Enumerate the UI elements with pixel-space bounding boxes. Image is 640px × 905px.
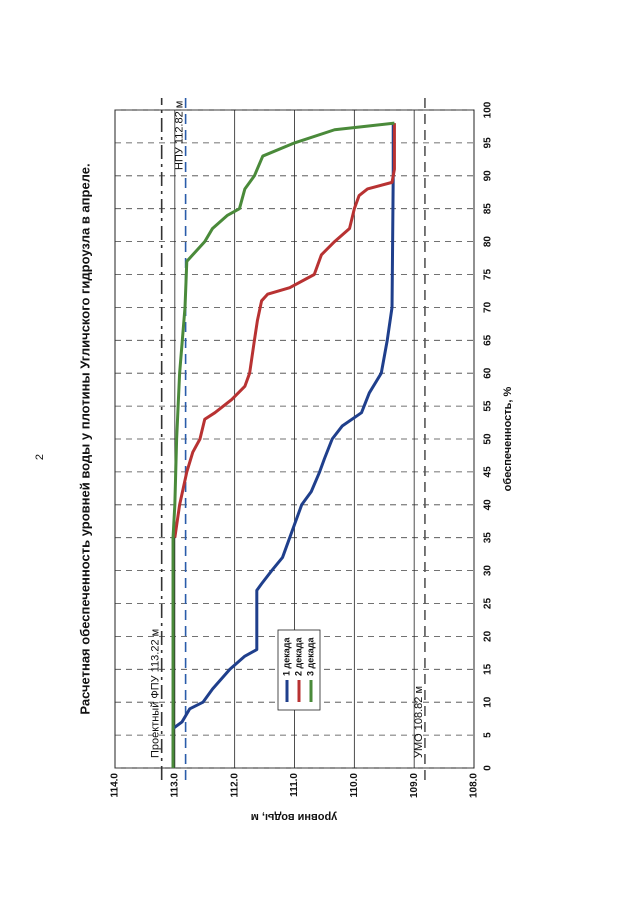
- x-tick-label: 80: [483, 236, 494, 248]
- x-tick-label: 5: [483, 732, 494, 738]
- series-line: [171, 123, 395, 768]
- y-tick-label: 109.0: [409, 773, 420, 798]
- x-tick-label: 35: [483, 532, 494, 544]
- y-tick-label: 108.0: [469, 773, 480, 798]
- series-line: [171, 121, 395, 768]
- legend-label: 1 декада: [281, 637, 291, 676]
- x-tick-label: 55: [483, 400, 494, 412]
- x-tick-label: 0: [483, 765, 494, 771]
- x-tick-label: 25: [483, 598, 494, 610]
- x-tick-label: 90: [483, 170, 494, 182]
- y-tick-label: 112.0: [229, 773, 240, 798]
- rotated-chart: 2 Расчетная обеспеченность уровней воды …: [34, 98, 514, 823]
- y-tick-label: 113.0: [169, 773, 180, 798]
- chart-title: Расчетная обеспеченность уровней воды у …: [77, 163, 92, 714]
- legend-label: 2 декада: [293, 637, 303, 676]
- x-tick-label: 10: [483, 696, 494, 708]
- x-tick-label: 30: [483, 565, 494, 577]
- x-tick-label: 60: [483, 367, 494, 379]
- x-tick-label: 20: [483, 630, 494, 642]
- y-axis-label: уровни воды, м: [251, 811, 337, 823]
- x-tick-label: 15: [483, 663, 494, 675]
- x-tick-label: 45: [483, 466, 494, 478]
- x-tick-label: 50: [483, 433, 494, 445]
- reference-label: НПУ 112.82 м: [174, 101, 186, 170]
- x-tick-label: 100: [483, 101, 494, 118]
- x-tick-label: 75: [483, 269, 494, 281]
- x-tick-label: 65: [483, 334, 494, 346]
- x-tick-label: 40: [483, 499, 494, 511]
- reference-label: Проектный ФПУ 113.22 м: [150, 629, 162, 758]
- x-tick-label: 85: [483, 203, 494, 215]
- y-tick-label: 111.0: [289, 773, 300, 797]
- legend-label: 3 декада: [305, 637, 315, 676]
- series-line: [173, 123, 396, 538]
- x-axis-label: обеспеченность, %: [502, 386, 514, 491]
- y-tick-label: 114.0: [110, 773, 121, 798]
- x-tick-label: 95: [483, 137, 494, 149]
- x-tick-label: 70: [483, 301, 494, 313]
- y-tick-label: 110.0: [349, 773, 360, 798]
- page-number: 2: [34, 454, 46, 460]
- reference-label: УМО 108.82 м: [413, 686, 425, 758]
